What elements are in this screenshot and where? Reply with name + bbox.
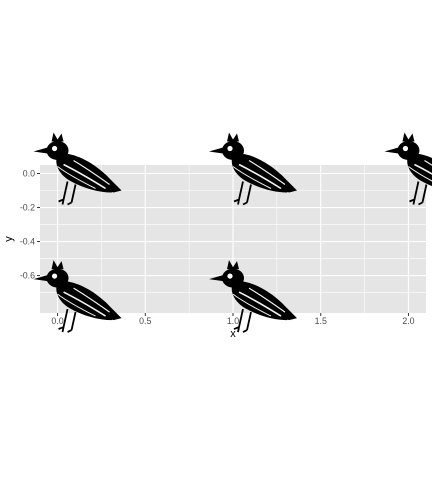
x-tick-label: 1.0 — [227, 316, 239, 326]
y-tick-label: -0.4 — [20, 237, 35, 247]
y-axis: 0.0 -0.2 -0.4 -0.6 — [20, 169, 40, 281]
x-tick-label: 2.0 — [402, 316, 414, 326]
y-tick-label: 0.0 — [23, 169, 35, 179]
y-tick-label: -0.2 — [20, 203, 35, 213]
x-tick-label: 0.5 — [139, 316, 151, 326]
y-tick-label: -0.6 — [20, 271, 35, 281]
x-axis-label: x — [230, 328, 236, 340]
x-tick-label: 0.0 — [51, 316, 63, 326]
y-axis-label: y — [3, 236, 15, 242]
x-tick-label: 1.5 — [315, 316, 327, 326]
x-axis: 0.0 0.5 1.0 1.5 2.0 — [51, 313, 415, 326]
